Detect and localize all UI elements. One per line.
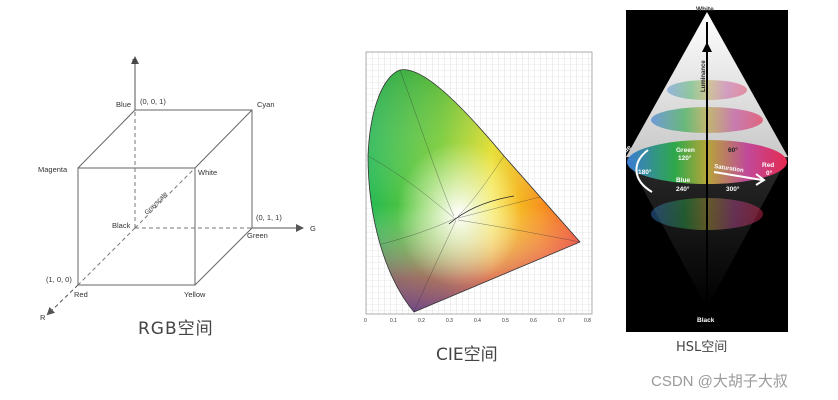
- cie-tick-x-6: 0.6: [530, 318, 537, 324]
- grayscale-label: Grayscale: [143, 191, 169, 217]
- cyan-label: Cyan: [257, 100, 275, 109]
- rgb-caption: RGB空间: [138, 319, 214, 339]
- cube-edge-green-yellow: [194, 227, 253, 286]
- luminance-arrow: [702, 42, 712, 52]
- red-coord-label: (1, 0, 0): [46, 275, 72, 284]
- cie-tick-x-1: 0.1: [390, 318, 397, 324]
- green-label: Green: [247, 231, 268, 240]
- hsl-black-label: Black: [697, 317, 715, 324]
- white-label: White: [198, 168, 217, 177]
- yellow-label: Yellow: [184, 290, 206, 299]
- axis-g-label: G: [310, 224, 316, 233]
- blue-coord-label: (0, 0, 1): [140, 97, 166, 106]
- hsl-diagram: White Luminance Hue Green 120° 60° Red 0…: [622, 6, 788, 332]
- cie-tick-x-5: 0.5: [502, 318, 509, 324]
- hsl-60-label: 60°: [728, 146, 738, 154]
- cie-tick-x-2: 0.2: [418, 318, 425, 324]
- hsl-caption: HSL空间: [676, 340, 728, 355]
- cie-tick-x-0: 0: [364, 318, 367, 324]
- cie-tick-x-3: 0.3: [446, 318, 453, 324]
- red-label: Red: [74, 290, 88, 299]
- grayscale-diagonal: [134, 167, 196, 229]
- hsl-red-label: Red: [762, 162, 774, 169]
- hue-arrow: [635, 149, 653, 193]
- hsl-blue-deg: 240°: [676, 185, 690, 193]
- hsl-red-deg: 0°: [766, 169, 773, 177]
- spectral-locus: [367, 69, 581, 313]
- green-coord-label: (0, 1, 1): [256, 213, 282, 222]
- cie-caption: CIE空间: [436, 345, 498, 365]
- magenta-label: Magenta: [38, 165, 68, 174]
- hsl-luminance-label: Luminance: [701, 60, 707, 92]
- blue-label: Blue: [116, 100, 131, 109]
- hsl-blue-label: Blue: [676, 177, 690, 184]
- cube-edge-cyan-white: [194, 109, 253, 169]
- planckian-locus: [448, 195, 515, 225]
- axis-b-label: B: [132, 57, 137, 66]
- hsl-saturation-label: Saturation: [714, 164, 745, 174]
- hsl-green-deg: 120°: [678, 154, 692, 162]
- csdn-watermark: CSDN @大胡子大叔: [651, 373, 788, 390]
- saturation-arrow: [713, 171, 766, 186]
- cube-hidden-edge-br: [77, 227, 136, 286]
- hsl-180-label: 180°: [638, 168, 652, 176]
- hsl-green-label: Green: [676, 147, 695, 154]
- hsl-hue-label: Hue: [622, 144, 633, 158]
- axis-r-label: R: [40, 313, 46, 322]
- cie-tick-x-8: 0.8: [584, 318, 591, 324]
- cube-edge-blue-magenta: [77, 109, 136, 169]
- cie-tick-x-4: 0.4: [474, 318, 481, 324]
- cie-diagram: 0 0.1 0.2 0.3 0.4 0.5 0.6 0.7 0.8: [364, 51, 593, 324]
- cube-front-face: [77, 167, 196, 286]
- black-label: Black: [112, 221, 131, 230]
- hsl-300-label: 300°: [726, 185, 740, 193]
- cie-tick-x-7: 0.7: [558, 318, 565, 324]
- hsl-white-label: White: [696, 6, 714, 13]
